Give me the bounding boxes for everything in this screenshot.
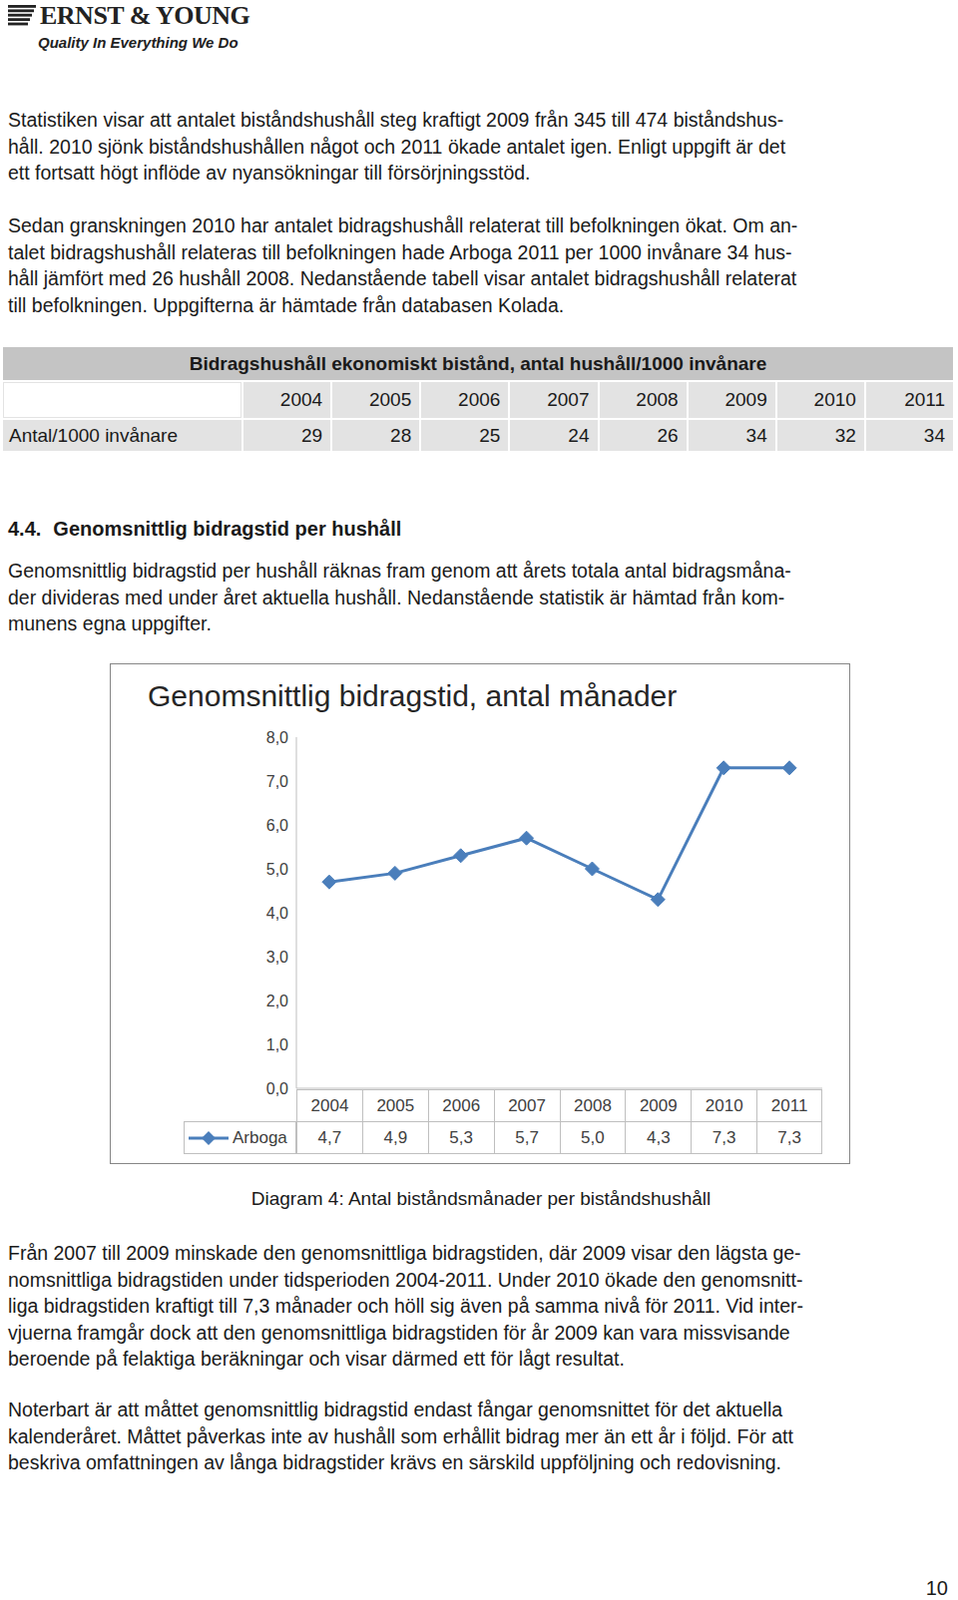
html-text:der divideras med under året a: der divideras med under året aktuella hu… [7,586,785,609]
svg-text:3,0: 3,0 [266,949,289,966]
html-text:4.4.: 4.4. [7,517,42,540]
svg-text:1,0: 1,0 [266,1036,289,1054]
html-text:5,3: 5,3 [449,1128,474,1148]
html-text:7,3: 7,3 [712,1128,736,1148]
html-text:5,7: 5,7 [515,1128,539,1148]
html-text:5,0: 5,0 [580,1128,605,1148]
html-text:Quality In Everything We Do: Quality In Everything We Do [37,33,239,51]
html-text:2005: 2005 [369,389,412,411]
html-text:vjuerna framgår dock att den g: vjuerna framgår dock att den genomsnittl… [7,1322,791,1344]
html-text:Från 2007 till 2009 minskade d: Från 2007 till 2009 minskade den genomsn… [7,1242,801,1265]
html-text:2010: 2010 [705,1096,744,1116]
html-text:Antal/1000 invånare: Antal/1000 invånare [8,424,178,446]
html-text:28: 28 [390,424,412,446]
html-text:2006: 2006 [458,389,501,411]
html-text:2007: 2007 [508,1096,546,1116]
html-text:4,7: 4,7 [317,1128,342,1148]
html-text:2008: 2008 [573,1096,612,1116]
svg-text:2,0: 2,0 [266,992,289,1010]
html-text:beroende på felaktiga beräknin: beroende på felaktiga beräkningar och vi… [7,1348,625,1371]
svg-text:8,0: 8,0 [266,729,289,747]
html-text:Arboga: Arboga [232,1128,288,1148]
html-text:Genomsnittlig bidragstid per h: Genomsnittlig bidragstid per hushåll räk… [7,559,792,582]
html-text:2004: 2004 [310,1096,349,1116]
html-text:håll. 2010 sjönk biståndshushå: håll. 2010 sjönk biståndshushållen något… [7,135,786,158]
html-text:4,9: 4,9 [383,1128,408,1148]
html-text:32: 32 [834,424,857,446]
svg-text:7,0: 7,0 [266,773,289,791]
html-text:håll jämfört med 26 hushåll 20: håll jämfört med 26 hushåll 2008. Nedans… [7,267,797,290]
svg-text:5,0: 5,0 [266,861,289,879]
html-text:Genomsnittlig bidragstid, anta: Genomsnittlig bidragstid, antal månader [147,679,677,713]
html-text:29: 29 [301,424,323,446]
html-text:10: 10 [925,1577,949,1600]
html-text:2006: 2006 [442,1096,481,1116]
svg-text:0,0: 0,0 [266,1080,289,1098]
html-text:beskriva omfattningen av långa: beskriva omfattningen av långa bidragsti… [7,1452,782,1475]
html-text:2005: 2005 [376,1096,415,1116]
svg-text:4,0: 4,0 [266,905,289,923]
html-text:2007: 2007 [547,389,590,411]
html-text:kalenderåret. Måttet påverkas: kalenderåret. Måttet påverkas inte av hu… [7,1425,794,1448]
html-text:2009: 2009 [724,389,768,411]
html-text:talet bidragshushåll relateras: talet bidragshushåll relateras till befo… [7,241,792,264]
html-text:Genomsnittlig bidragstid per h: Genomsnittlig bidragstid per hushåll [53,517,402,540]
html-text:liga bidragstiden kraftigt til: liga bidragstiden kraftigt till 7,3 måna… [7,1295,804,1318]
html-text:munens egna uppgifter.: munens egna uppgifter. [7,612,212,635]
html-text:24: 24 [568,424,590,446]
html-text:2004: 2004 [280,389,323,411]
html-text:Diagram 4: Antal biståndsmånad: Diagram 4: Antal biståndsmånader per bis… [251,1188,711,1210]
html-text:2010: 2010 [813,389,857,411]
html-text:Noterbart är att måttet genoms: Noterbart är att måttet genomsnittlig bi… [7,1399,783,1422]
html-text:34: 34 [923,424,946,446]
html-text:2008: 2008 [635,389,679,411]
html-text:ett fortsatt högt inflöde av n: ett fortsatt högt inflöde av nyansökning… [7,161,531,184]
html-text:34: 34 [746,424,768,446]
html-text:2011: 2011 [904,389,946,411]
html-text:2011: 2011 [771,1096,808,1116]
html-text:till befolkningen. Uppgifterna: till befolkningen. Uppgifterna är hämtad… [7,294,565,317]
html-text:26: 26 [657,424,679,446]
html-text:Sedan granskningen 2010 har an: Sedan granskningen 2010 har antalet bidr… [7,214,798,237]
html-text:nomsnittliga bidragstiden unde: nomsnittliga bidragstiden under tidsperi… [7,1268,803,1291]
html-text:Bidragshushåll ekonomiskt bist: Bidragshushåll ekonomiskt bistånd, antal… [189,352,767,374]
html-text:25: 25 [479,424,501,446]
html-text:Statistiken visar att antalet: Statistiken visar att antalet biståndshu… [7,108,784,131]
html-text:2009: 2009 [639,1096,678,1116]
svg-text:6,0: 6,0 [266,817,289,835]
html-text:7,3: 7,3 [777,1128,802,1148]
html-text:4,3: 4,3 [646,1128,671,1148]
html-text:ERNST & YOUNG: ERNST & YOUNG [39,0,250,30]
